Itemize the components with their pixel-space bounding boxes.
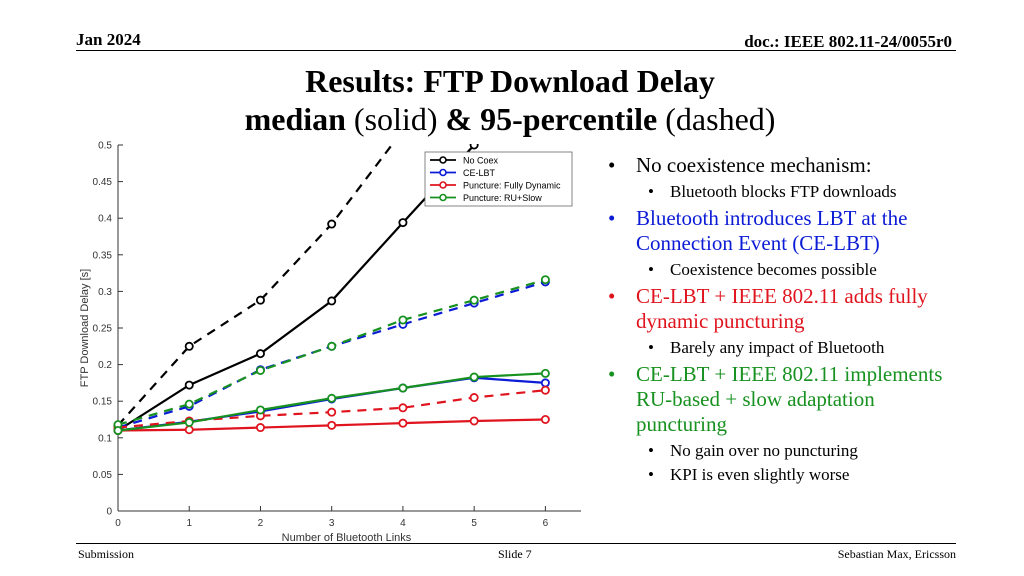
series-3-median-point [327, 393, 337, 403]
slide-title: Results: FTP Download Delay median (soli… [150, 62, 870, 138]
footer-slide-number: Slide 7 [498, 547, 532, 561]
x-tick-label: 1 [186, 518, 192, 529]
series-2-median-point [398, 418, 408, 428]
footer-submission: Submission [78, 547, 135, 561]
y-tick-label: 0.35 [93, 250, 113, 261]
series-0-p95-point [255, 295, 265, 305]
series-0-median-point [255, 349, 265, 359]
x-tick-label: 4 [400, 518, 406, 529]
series-2-median-point [184, 425, 194, 435]
series-2-median-point [255, 423, 265, 433]
series-0-median-line [117, 144, 475, 432]
series-2-p95-point [327, 407, 337, 417]
x-tick-label: 2 [258, 518, 264, 529]
legend-label: Puncture: Fully Dynamic [463, 180, 561, 190]
sub-bullet-fully-dynamic: Barely any impact of Bluetooth [608, 338, 968, 358]
bullet-list: No coexistence mechanism: Bluetooth bloc… [608, 150, 968, 489]
y-tick-label: 0.3 [98, 287, 112, 298]
bullet-ce-lbt: Bluetooth introduces LBT at the Connecti… [608, 206, 968, 256]
legend-swatch-marker [439, 156, 447, 164]
series-1-median-point [540, 378, 550, 388]
series-3-median-point [540, 368, 550, 378]
y-tick-label: 0.2 [98, 360, 112, 371]
series-0-median-point [469, 144, 479, 150]
series-0-median-point [327, 296, 337, 306]
y-tick-label: 0.25 [93, 324, 113, 335]
y-tick-label: 0.05 [93, 470, 113, 481]
legend-swatch-marker [439, 181, 447, 189]
series-0-p95-line [117, 144, 394, 427]
title-line-1: Results: FTP Download Delay [305, 63, 715, 99]
series-2-p95-point [398, 403, 408, 413]
series-2-p95-point [469, 393, 479, 403]
y-tick-label: 0.4 [98, 214, 112, 225]
series-3-median-point [184, 417, 194, 427]
series-2-median-point [327, 420, 337, 430]
y-tick-label: 0 [106, 507, 112, 518]
plot-area [113, 144, 550, 435]
series-3-p95-point [469, 295, 479, 305]
series-3-p95-point [327, 341, 337, 351]
legend-label: Puncture: RU+Slow [463, 193, 542, 203]
series-0-p95-point [327, 219, 337, 229]
series-3-p95-point [184, 399, 194, 409]
legend-label: CE-LBT [463, 168, 496, 178]
header-divider [76, 50, 956, 51]
header-date: Jan 2024 [76, 30, 141, 49]
series-3-median-point [398, 383, 408, 393]
series-0-median-point [184, 380, 194, 390]
series-3-median-point [469, 372, 479, 382]
bullet-ru-slow: CE-LBT + IEEE 802.11 implements RU-based… [608, 362, 968, 437]
y-tick-label: 0.15 [93, 397, 113, 408]
bullet-fully-dynamic: CE-LBT + IEEE 802.11 adds fully dynamic … [608, 284, 968, 334]
series-3-p95-point [255, 365, 265, 375]
legend-swatch-marker [439, 193, 447, 202]
x-axis-label: Number of Bluetooth Links [282, 532, 412, 544]
y-tick-label: 0.5 [98, 141, 112, 152]
series-3-p95-point [398, 315, 408, 325]
footer-divider [76, 543, 956, 544]
sub-bullet-no-coex: Bluetooth blocks FTP downloads [608, 182, 968, 202]
header-doc-id: doc.: IEEE 802.11-24/0055r0 [744, 32, 952, 51]
series-2-p95-point [540, 385, 550, 395]
series-0-median-point [398, 218, 408, 228]
x-tick-label: 0 [115, 518, 121, 529]
footer-author: Sebastian Max, Ericsson [837, 547, 956, 561]
series-0-p95-point [184, 341, 194, 351]
legend-swatch-marker [439, 168, 447, 177]
x-tick-label: 6 [543, 518, 549, 529]
y-tick-label: 0.45 [93, 177, 113, 188]
series-3-median-point [113, 425, 123, 435]
bullet-no-coex: No coexistence mechanism: [608, 153, 968, 178]
series-3-median-point [255, 405, 265, 415]
y-axis-label: FTP Download Delay [s] [79, 269, 91, 387]
x-tick-label: 5 [471, 518, 477, 529]
series-2-median-point [540, 414, 550, 424]
y-tick-label: 0.1 [98, 433, 112, 444]
x-tick-label: 3 [329, 518, 335, 529]
sub-bullet-ru-slow-1: No gain over no puncturing [608, 441, 968, 461]
sub-bullet-ce-lbt: Coexistence becomes possible [608, 260, 968, 280]
series-3-p95-point [540, 275, 550, 285]
sub-bullet-ru-slow-2: KPI is even slightly worse [608, 465, 968, 485]
series-2-median-point [469, 416, 479, 426]
legend-label: No Coex [463, 155, 499, 165]
title-line-2: median (solid) & 95-percentile (dashed) [244, 101, 776, 137]
